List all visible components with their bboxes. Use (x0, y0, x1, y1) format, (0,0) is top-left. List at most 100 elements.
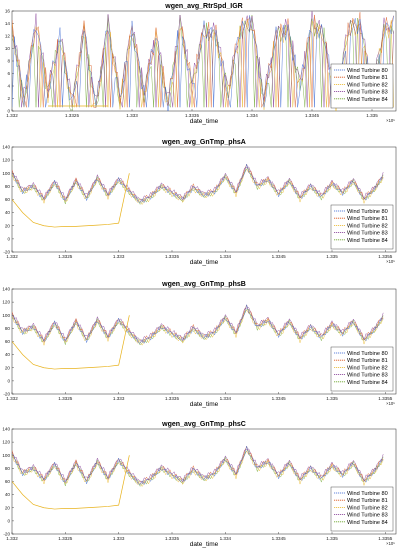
y-tick-label: 120 (2, 158, 10, 163)
y-tick-label: 8 (7, 59, 10, 64)
y-tick-label: 80 (5, 184, 11, 189)
y-tick-label: 6 (7, 71, 10, 76)
series-line-5 (12, 450, 384, 487)
legend-box (330, 346, 394, 392)
x-tick-label: 1.3325 (58, 536, 72, 541)
x-tick-label: 1.335 (366, 113, 378, 118)
x-tick-label: 1.332 (6, 113, 18, 118)
y-tick-label: 100 (2, 313, 10, 318)
x-tick-label: 1.335 (326, 254, 338, 259)
chart-title: wgen_avg_RtrSpd_IGR (164, 3, 242, 10)
y-tick-label: -20 (3, 532, 10, 537)
y-tick-label: 60 (5, 479, 11, 484)
legend-entry: Wind Turbine 83 (347, 513, 388, 519)
legend-entry: Wind Turbine 80 (347, 68, 388, 74)
x-tick-label: 1.332 (6, 536, 18, 541)
x-tick-label: 1.334 (220, 396, 232, 401)
y-tick-label: 10 (5, 46, 11, 51)
series-line-5 (12, 168, 384, 205)
legend-entry: Wind Turbine 82 (347, 505, 388, 511)
series-line-2 (12, 12, 394, 108)
y-tick-label: 12 (5, 34, 11, 39)
series-line-3 (12, 309, 384, 347)
chart-panel-3: wgen_avg_GnTmp_phsB -20 0 20 40 60 80 100 120 140… (2, 281, 397, 408)
x-tick-label: 1.334 (220, 254, 232, 259)
x-tick-label: 1.3335 (185, 113, 199, 118)
y-tick-label: 120 (2, 440, 10, 445)
y-tick-label: 140 (2, 287, 10, 292)
y-tick-label: 0 (7, 236, 10, 241)
legend-box (330, 63, 394, 109)
x-axis-label: date_time (190, 118, 219, 125)
series-line-3 (12, 169, 384, 205)
y-tick-label: 120 (2, 300, 10, 305)
series-line-1 (12, 15, 394, 111)
y-tick-label: 100 (2, 453, 10, 458)
y-tick-label: 2 (7, 96, 10, 101)
y-tick-label: 80 (5, 326, 11, 331)
series-group (12, 445, 384, 510)
y-tick-label: 60 (5, 339, 11, 344)
y-tick-label: 20 (5, 505, 11, 510)
legend-entry: Wind Turbine 83 (347, 373, 388, 379)
chart-panel-1: wgen_avg_RtrSpd_IGR 0 2 4 6 8 10 12 14 16 1.332 1.3… (5, 3, 397, 125)
x-tick-label: 1.333 (113, 536, 125, 541)
legend-entry: Wind Turbine 80 (347, 351, 388, 357)
legend-entry: Wind Turbine 80 (347, 491, 388, 497)
series-line-1 (12, 446, 384, 486)
low-series-line (12, 455, 130, 510)
y-tick-label: 40 (5, 352, 11, 357)
legend-entry: Wind Turbine 81 (347, 498, 388, 504)
legend-entry: Wind Turbine 82 (347, 365, 388, 371)
series-group (12, 163, 384, 228)
series-group (12, 11, 394, 111)
y-tick-label: 40 (5, 492, 11, 497)
legend-entry: Wind Turbine 84 (347, 520, 388, 526)
legend-entry: Wind Turbine 81 (347, 216, 388, 222)
x-tick-label: 1.333 (113, 396, 125, 401)
legend-entry: Wind Turbine 84 (347, 97, 388, 103)
x-tick-label: 1.3325 (65, 113, 79, 118)
chart-title: wgen_avg_GnTmp_phsA (161, 139, 246, 146)
x-axis-label: date_time (190, 259, 219, 266)
legend-entry: Wind Turbine 83 (347, 90, 388, 96)
legend-entry: Wind Turbine 81 (347, 358, 388, 364)
series-group (12, 304, 384, 370)
x-tick-label: 1.334 (246, 113, 258, 118)
y-tick-label: 0 (7, 378, 10, 383)
series-line-5 (12, 309, 384, 346)
chart-title: wgen_avg_GnTmp_phsC (161, 421, 246, 428)
x-tick-label: 1.3355 (378, 536, 392, 541)
chart-panel-2: wgen_avg_GnTmp_phsA -20 0 20 40 60 80 100 120 140… (2, 139, 397, 266)
series-line-1 (12, 164, 384, 204)
x-tick-label: 1.3325 (58, 254, 72, 259)
y-tick-label: 100 (2, 171, 10, 176)
legend-entry: Wind Turbine 84 (347, 238, 388, 244)
y-tick-label: 0 (7, 109, 10, 114)
legend-entry: Wind Turbine 83 (347, 231, 388, 237)
y-tick-label: -20 (3, 392, 10, 397)
x-tick-label: 1.3325 (58, 396, 72, 401)
x-axis-label: date_time (190, 541, 219, 548)
x-tick-label: 1.333 (113, 254, 125, 259)
x-tick-label: 1.3335 (165, 396, 179, 401)
x-tick-label: 1.333 (126, 113, 138, 118)
low-series-line (12, 315, 130, 370)
x-tick-label: 1.3335 (165, 254, 179, 259)
x-exponent: ×10⁵ (386, 259, 395, 264)
x-tick-label: 1.3355 (378, 254, 392, 259)
low-series-line (12, 173, 130, 228)
y-tick-label: 140 (2, 427, 10, 432)
legend-entry: Wind Turbine 82 (347, 223, 388, 229)
y-tick-label: 40 (5, 210, 11, 215)
legend-box (330, 204, 394, 250)
y-tick-label: 0 (7, 518, 10, 523)
legend-entry: Wind Turbine 82 (347, 82, 388, 88)
y-tick-label: 20 (5, 365, 11, 370)
x-tick-label: 1.3345 (272, 396, 286, 401)
y-tick-label: 14 (5, 21, 11, 26)
